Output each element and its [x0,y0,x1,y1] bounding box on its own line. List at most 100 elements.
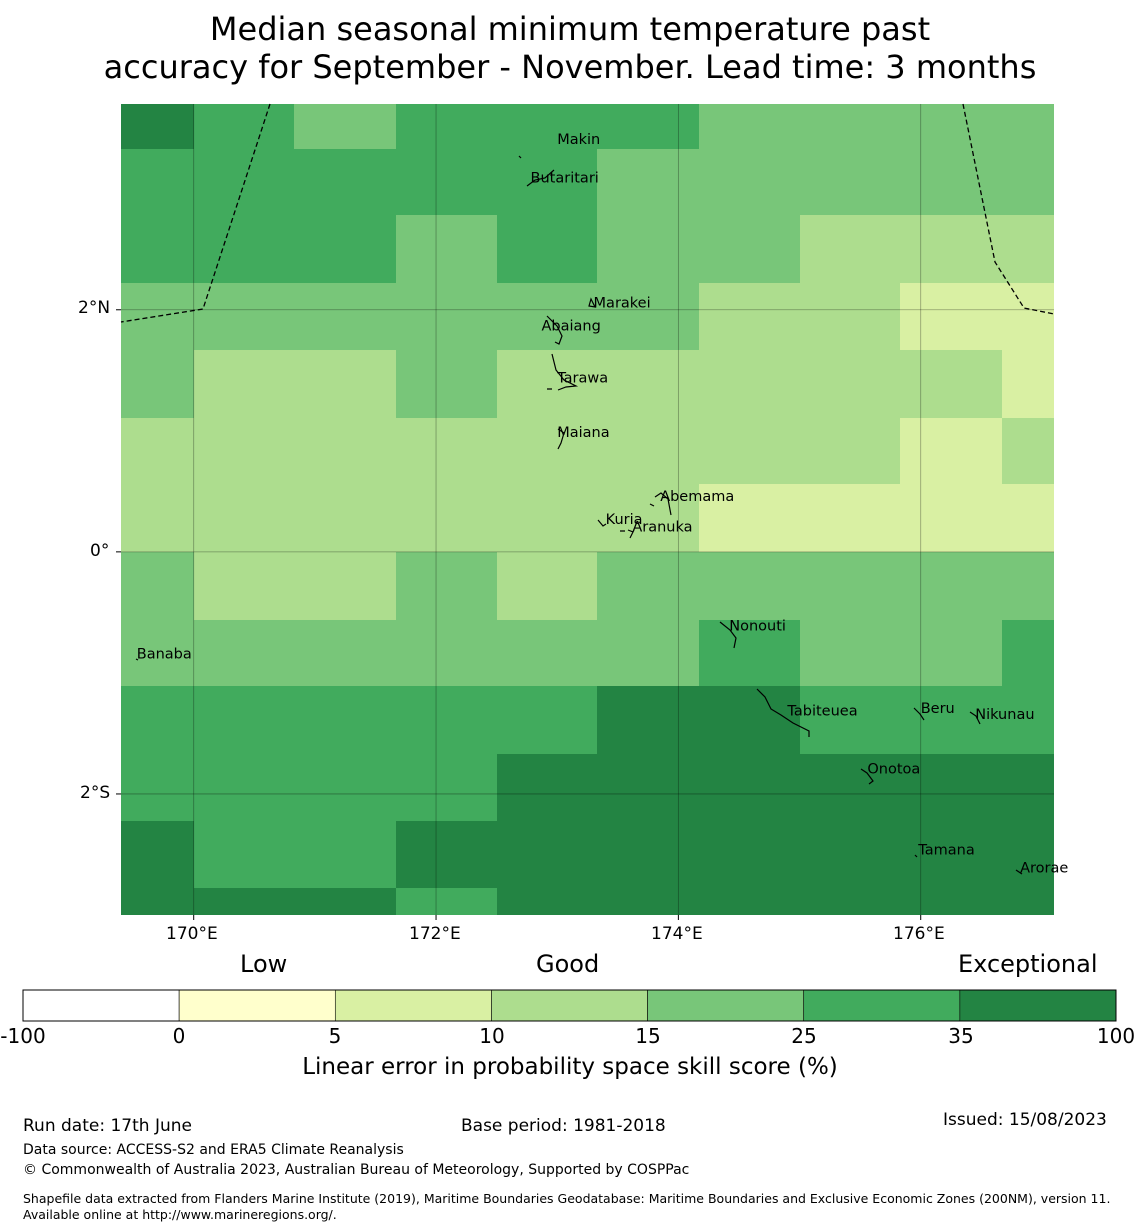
grid-cell [1002,350,1054,418]
place-label-tamana: Tamana [917,842,974,858]
grid-cell [900,821,1002,888]
colorbar-segment [959,989,1117,1022]
grid-cell [497,754,597,821]
colorbar-segment [647,989,805,1022]
colorbar-segment [22,989,180,1022]
grid-cell [396,350,497,418]
eez-boundary [120,103,1055,323]
grid-cell [497,552,597,620]
grid-cell [1002,215,1054,283]
grid-cell [800,552,900,620]
grid-cell [294,283,396,350]
map-title-line2: accuracy for September - November. Lead … [103,48,1037,86]
grid-cell [194,104,294,149]
grid-cell [1002,104,1054,149]
island-shape-butaritari [526,169,555,187]
grid-cell [294,484,396,552]
grid-cell [396,888,497,915]
grid-cell [497,821,597,888]
grid-cell [699,686,800,754]
grid-cell [194,350,294,418]
colorbar-category-low: Low [240,950,288,978]
place-label-butaritari: Butaritari [531,171,599,187]
lon-tick-170e: 170°E [166,924,218,944]
colorbar-tick: 0 [172,1024,186,1048]
place-label-aranuka: Aranuka [632,519,692,535]
grid-cell [699,104,800,149]
grid-cell [121,686,194,754]
grid-cell [396,149,497,215]
lat-tick-0: 0° [90,541,110,561]
grid-cell [396,686,497,754]
grid-cell [800,888,900,915]
grid-cell [800,484,900,552]
grid-cell [396,821,497,888]
grid-cell [121,888,194,915]
colorbar-segment [178,989,336,1022]
grid-cell [699,620,800,686]
grid-cell [294,215,396,283]
issued-date: Issued: 15/08/2023 [943,1110,1107,1130]
grid-cell [497,104,597,149]
grid-cell [800,215,900,283]
place-label-kuria: Kuria [606,512,643,528]
grid-cell [497,418,597,484]
grid-cell [800,149,900,215]
grid-cell [294,149,396,215]
grid-cell [121,418,194,484]
island-shape-marakei [588,297,597,308]
island-shape-tabiteuea [756,688,810,737]
grid-cell [194,620,294,686]
grid-cell [294,552,396,620]
grid-cell [1002,149,1054,215]
colorbar-category-exceptional: Exceptional [958,950,1098,978]
grid-cell [194,418,294,484]
grid-cell [900,620,1002,686]
place-label-maiana: Maiana [557,425,609,441]
grid-cell [699,283,800,350]
grid-cell [396,283,497,350]
lon-tick-176e: 176°E [893,924,945,944]
grid-cell [900,350,1002,418]
grid-cell [597,754,699,821]
place-label-beru: Beru [921,701,955,717]
grid-cell [396,104,497,149]
grid-cell [800,620,900,686]
grid-cell [294,104,396,149]
island-shape-tarawa [547,353,579,391]
grid-cell [497,350,597,418]
grid-cell [1002,620,1054,686]
grid-cell [800,418,900,484]
grid-cell [1002,686,1054,754]
lat-tick-2n: 2°N [78,298,111,318]
island-shape-abemama [649,492,672,516]
grid-cell [900,754,1002,821]
grid-cell [900,149,1002,215]
grid-cell [294,620,396,686]
grid-cell [1002,821,1054,888]
grid-cell [699,350,800,418]
island-shape-kuria [597,519,625,532]
grid-cell [900,215,1002,283]
grid-cell [597,215,699,283]
grid-cell [900,418,1002,484]
grid-cell [699,484,800,552]
grid-cell [396,620,497,686]
grid-cell [121,552,194,620]
skill-grid [121,104,1054,915]
grid-cell [900,484,1002,552]
grid-cell [294,888,396,915]
copyright-notice: © Commonwealth of Australia 2023, Austra… [23,1162,690,1178]
graticule [116,104,1054,920]
grid-cell [121,620,194,686]
place-label-marakei: Marakei [594,295,651,311]
grid-cell [597,620,699,686]
island-shape-nikunau [969,711,981,725]
lon-tick-172e: 172°E [409,924,461,944]
grid-cell [294,418,396,484]
grid-cell [396,754,497,821]
grid-cell [121,821,194,888]
grid-cell [597,350,699,418]
colorbar-tick: 35 [948,1024,974,1048]
